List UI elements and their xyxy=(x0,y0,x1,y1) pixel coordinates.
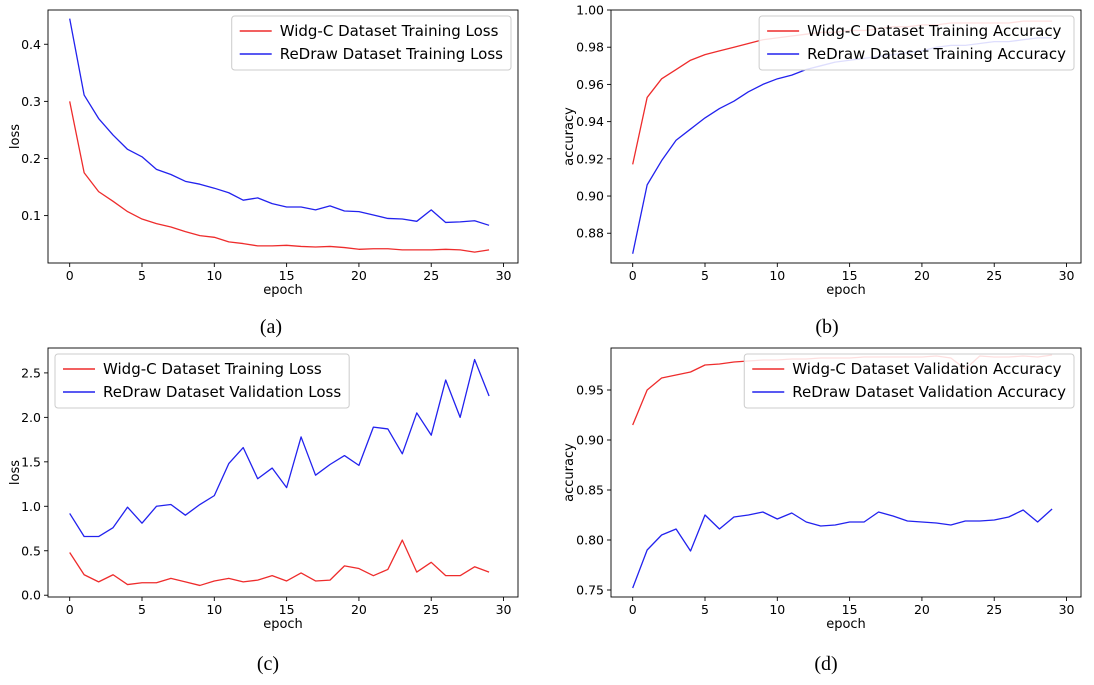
legend-box xyxy=(743,353,1075,409)
y-tick-label: 1.00 xyxy=(576,3,604,18)
legend-b: Widg-C Dataset Training Accuracy ReDraw D… xyxy=(758,15,1075,71)
y-axis-label: accuracy xyxy=(562,107,577,166)
x-tick-label: 5 xyxy=(701,268,709,283)
y-tick-label: 0.90 xyxy=(576,433,604,448)
y-tick-label: 0.2 xyxy=(21,151,41,166)
panel-caption: (d) xyxy=(814,653,837,675)
legend-entry: ReDraw Dataset Training Loss xyxy=(280,45,503,63)
x-tick-label: 10 xyxy=(206,602,222,617)
y-tick-label: 0.0 xyxy=(21,588,41,603)
panel-d: 0 5 10 15 20 25 30 0.75 0.80 0.85 0.90 0.95 epoch acc… xyxy=(562,347,1082,675)
y-tick-label: 0.95 xyxy=(576,383,604,398)
y-tick-label: 1.0 xyxy=(21,499,41,514)
y-tick-label: 0.80 xyxy=(576,533,604,548)
legend-c: Widg-C Dataset Training Loss ReDraw Datas… xyxy=(54,353,350,409)
y-axis-label: loss xyxy=(8,460,23,485)
legend-entry: Widg-C Dataset Validation Accuracy xyxy=(792,360,1061,378)
plot-frame-a xyxy=(47,9,519,264)
x-tick-label: 10 xyxy=(769,268,785,283)
x-tick-label: 20 xyxy=(351,602,367,617)
x-tick-label: 0 xyxy=(629,602,637,617)
legend-entry: Widg-C Dataset Training Loss xyxy=(280,22,499,40)
y-tick-label: 0.4 xyxy=(21,37,41,52)
x-tick-label: 10 xyxy=(769,602,785,617)
x-axis-label: epoch xyxy=(263,617,303,632)
x-tick-label: 25 xyxy=(986,602,1002,617)
y-tick-label: 0.1 xyxy=(21,208,41,223)
y-tick-label: 2.0 xyxy=(21,410,41,425)
y-tick-label: 0.5 xyxy=(21,543,41,558)
x-tick-label: 0 xyxy=(629,268,637,283)
x-tick-label: 15 xyxy=(842,602,858,617)
x-tick-label: 15 xyxy=(842,268,858,283)
y-tick-label: 1.5 xyxy=(21,454,41,469)
series-line-a-1 xyxy=(69,101,490,253)
panel-a: 0 5 10 15 20 25 30 0.1 0.2 0.3 0.4 epoch loss Widg-C … xyxy=(8,9,519,338)
x-tick-label: 25 xyxy=(986,268,1002,283)
y-tick-label: 0.98 xyxy=(576,40,604,55)
y-tick-label: 0.92 xyxy=(576,151,604,166)
x-tick-label: 5 xyxy=(701,602,709,617)
x-tick-label: 20 xyxy=(914,602,930,617)
panel-caption: (c) xyxy=(257,653,279,675)
x-tick-label: 10 xyxy=(206,268,222,283)
legend-entry: Widg-C Dataset Training Loss xyxy=(103,360,322,378)
x-tick-label: 15 xyxy=(279,268,295,283)
x-tick-label: 0 xyxy=(66,602,74,617)
y-tick-label: 0.88 xyxy=(576,226,604,241)
legend-box xyxy=(758,15,1075,71)
legend-entry: ReDraw Dataset Validation Loss xyxy=(103,383,341,401)
y-tick-label: 0.85 xyxy=(576,483,604,498)
y-tick-label: 0.3 xyxy=(21,94,41,109)
x-tick-label: 30 xyxy=(1059,602,1075,617)
panel-b: 0 5 10 15 20 25 30 0.88 0.90 0.92 0.94 0.96 0.98 1.00… xyxy=(562,3,1082,338)
plot-frame-c xyxy=(47,347,519,598)
series-line-a-2 xyxy=(69,18,490,226)
panel-caption: (a) xyxy=(260,316,282,338)
y-tick-label: 0.90 xyxy=(576,189,604,204)
y-tick-label: 2.5 xyxy=(21,365,41,380)
x-tick-label: 15 xyxy=(279,602,295,617)
y-axis-label: loss xyxy=(8,124,23,149)
legend-d: Widg-C Dataset Validation Accuracy ReDraw… xyxy=(743,353,1075,409)
legend-entry: ReDraw Dataset Training Accuracy xyxy=(807,45,1066,63)
y-tick-label: 0.96 xyxy=(576,77,604,92)
x-tick-label: 20 xyxy=(914,268,930,283)
x-tick-label: 20 xyxy=(351,268,367,283)
x-tick-label: 30 xyxy=(496,602,512,617)
y-tick-label: 0.94 xyxy=(576,114,604,129)
x-tick-label: 25 xyxy=(423,602,439,617)
panel-c: 0 5 10 15 20 25 30 0.0 0.5 1.0 1.5 2.0 2.5 epoch loss W… xyxy=(8,347,519,675)
x-tick-label: 0 xyxy=(66,268,74,283)
series-line-c-2 xyxy=(69,358,490,538)
panel-caption: (b) xyxy=(815,316,838,338)
series-line-c-1 xyxy=(69,539,490,587)
x-axis-label: epoch xyxy=(263,283,303,298)
legend-a: Widg-C Dataset Training Loss ReDraw Datas… xyxy=(231,15,512,71)
x-tick-label: 30 xyxy=(1059,268,1075,283)
y-tick-label: 0.75 xyxy=(576,583,604,598)
plot-frame-d xyxy=(610,347,1082,598)
x-axis-label: epoch xyxy=(826,617,866,632)
x-axis-label: epoch xyxy=(826,283,866,298)
legend-entry: ReDraw Dataset Validation Accuracy xyxy=(792,383,1066,401)
legend-entry: Widg-C Dataset Training Accuracy xyxy=(807,22,1061,40)
x-tick-label: 5 xyxy=(138,268,146,283)
legend-box xyxy=(54,353,350,409)
plot-frame-b xyxy=(610,9,1082,264)
x-tick-label: 5 xyxy=(138,602,146,617)
y-axis-label: accuracy xyxy=(562,443,577,502)
x-tick-label: 25 xyxy=(423,268,439,283)
x-tick-label: 30 xyxy=(496,268,512,283)
series-line-d-2 xyxy=(632,508,1053,589)
legend-box xyxy=(231,15,512,71)
